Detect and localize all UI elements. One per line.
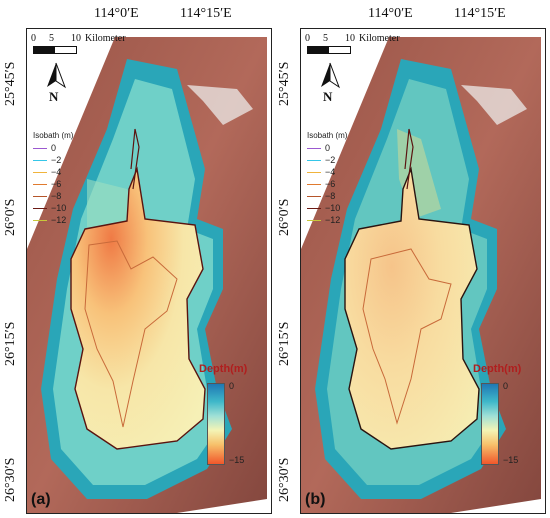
lat-tick: 26°0′S [3, 198, 18, 236]
lat-tick: 26°30′S [277, 457, 292, 502]
scale-tick: 10 [345, 33, 355, 44]
north-label: N [49, 89, 59, 104]
scale-tick: 5 [49, 33, 54, 44]
depth-colorbar: Depth(m) 0 −15 [199, 363, 263, 467]
scale-bar: 0 5 10 Kilometer [31, 33, 151, 57]
scale-tick: 5 [323, 33, 328, 44]
lat-tick: 26°15′S [3, 321, 18, 366]
lon-tick: 114°15′E [454, 6, 506, 21]
legend-item: 0 [307, 142, 363, 154]
depth-colorbar: Depth(m) 0 −15 [473, 363, 537, 467]
north-arrow-icon [321, 62, 341, 89]
scale-tick: 0 [305, 33, 310, 44]
legend-item: −2 [33, 154, 89, 166]
panel-label: (b) [305, 491, 326, 508]
depth-min-label: −15 [503, 455, 519, 465]
legend-item: −12 [33, 214, 89, 226]
north-arrow: N [41, 61, 71, 113]
legend-title: Isobath (m) [33, 131, 74, 140]
legend-item: −2 [307, 154, 363, 166]
scale-unit: Kilometer [359, 33, 400, 44]
north-arrow: N [315, 61, 345, 113]
legend-item: 0 [33, 142, 89, 154]
scale-bar-graphic [33, 46, 77, 54]
legend-item: −6 [33, 178, 89, 190]
legend-item: −4 [33, 166, 89, 178]
depth-gradient [207, 383, 225, 465]
lon-tick: 114°0′E [368, 6, 413, 21]
depth-title: Depth(m) [473, 363, 522, 375]
map-frame: 0 5 10 Kilometer N Isobath (m) 0 −2 −4 −… [26, 28, 272, 514]
map-panel-a: 114°0′E 114°15′E 25°45′S 26°0′S 26°15′S … [3, 6, 272, 514]
legend-item: −8 [307, 190, 363, 202]
satellite-map [301, 29, 545, 513]
depth-title: Depth(m) [199, 363, 248, 375]
scale-bar: 0 5 10 Kilometer [305, 33, 425, 57]
scale-bar-graphic [307, 46, 351, 54]
lon-tick: 114°15′E [180, 6, 232, 21]
lat-tick: 26°15′S [277, 321, 292, 366]
lat-tick: 26°30′S [3, 457, 18, 502]
depth-max-label: 0 [229, 381, 235, 391]
legend-item: −4 [307, 166, 363, 178]
legend-item: −8 [33, 190, 89, 202]
depth-gradient [481, 383, 499, 465]
isobath-legend: Isobath (m) 0 −2 −4 −6 −8 −10 −12 [307, 131, 363, 226]
legend-item: −10 [33, 202, 89, 214]
map-frame: 0 5 10 Kilometer N Isobath (m) 0 −2 −4 −… [300, 28, 546, 514]
depth-max-label: 0 [503, 381, 509, 391]
lat-tick: 26°0′S [277, 198, 292, 236]
north-arrow-icon [47, 62, 67, 89]
scale-tick: 10 [71, 33, 81, 44]
lat-tick: 25°45′S [3, 61, 18, 106]
depth-min-label: −15 [229, 455, 245, 465]
scale-unit: Kilometer [85, 33, 126, 44]
isobath-legend: Isobath (m) 0 −2 −4 −6 −8 −10 −12 [33, 131, 89, 226]
legend-item: −10 [307, 202, 363, 214]
legend-item: −6 [307, 178, 363, 190]
north-label: N [323, 89, 333, 104]
lat-tick: 25°45′S [277, 61, 292, 106]
lon-tick: 114°0′E [94, 6, 139, 21]
scale-tick: 0 [31, 33, 36, 44]
legend-title: Isobath (m) [307, 131, 348, 140]
map-panel-b: 114°0′E 114°15′E 25°45′S 26°0′S 26°15′S … [277, 6, 546, 514]
panel-label: (a) [31, 491, 51, 508]
legend-item: −12 [307, 214, 363, 226]
